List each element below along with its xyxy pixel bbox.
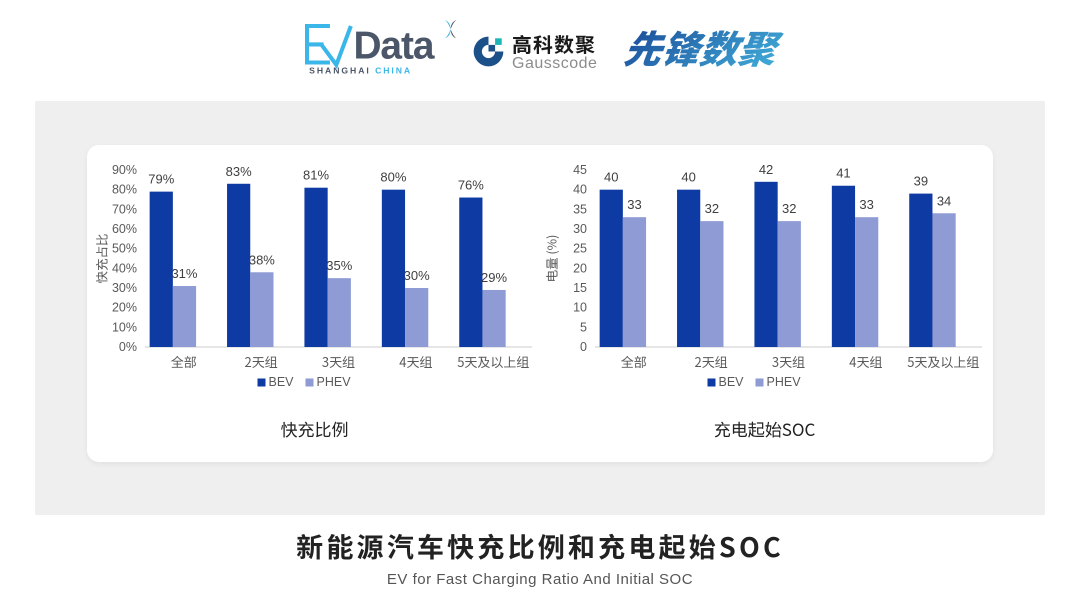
svg-text:76%: 76% (458, 178, 484, 193)
svg-text:31%: 31% (171, 266, 197, 281)
svg-text:83%: 83% (226, 164, 252, 179)
svg-text:30%: 30% (404, 268, 430, 283)
svg-text:32: 32 (705, 201, 719, 216)
svg-text:SHANGHAI CHINA: SHANGHAI CHINA (309, 66, 412, 76)
svg-text:50%: 50% (112, 242, 137, 256)
svg-text:BEV: BEV (269, 375, 295, 389)
svg-text:快充比例: 快充比例 (281, 416, 349, 441)
svg-text:40%: 40% (112, 261, 137, 275)
svg-text:15: 15 (573, 281, 587, 295)
svg-text:45: 45 (573, 163, 587, 177)
svg-text:0: 0 (580, 340, 587, 354)
svg-text:41: 41 (836, 166, 850, 181)
svg-text:先锋数聚: 先锋数聚 (621, 19, 786, 74)
svg-text:35%: 35% (326, 258, 352, 273)
svg-text:40: 40 (573, 183, 587, 197)
svg-text:81%: 81% (303, 168, 329, 183)
svg-text:25: 25 (573, 242, 587, 256)
svg-text:34: 34 (937, 193, 951, 208)
svg-text:20: 20 (573, 261, 587, 275)
svg-text:2天组: 2天组 (244, 352, 277, 371)
svg-text:80%: 80% (112, 183, 137, 197)
svg-text:2天组: 2天组 (694, 352, 727, 371)
svg-text:PHEV: PHEV (317, 375, 352, 389)
svg-text:79%: 79% (148, 172, 174, 187)
svg-text:10%: 10% (112, 320, 137, 334)
svg-text:0%: 0% (119, 340, 137, 354)
svg-text:70%: 70% (112, 202, 137, 216)
svg-text:PHEV: PHEV (767, 375, 802, 389)
svg-text:29%: 29% (481, 270, 507, 285)
svg-text:充电起始SOC: 充电起始SOC (714, 416, 816, 441)
svg-text:BEV: BEV (719, 375, 745, 389)
svg-text:5天及以上组: 5天及以上组 (457, 352, 529, 371)
svg-text:42: 42 (759, 162, 773, 177)
svg-text:33: 33 (627, 197, 641, 212)
svg-text:全部: 全部 (171, 352, 197, 371)
svg-text:30%: 30% (112, 281, 137, 295)
svg-text:90%: 90% (112, 163, 137, 177)
svg-text:Gausscode: Gausscode (512, 55, 597, 72)
svg-text:3天组: 3天组 (322, 352, 355, 371)
svg-text:3天组: 3天组 (772, 352, 805, 371)
svg-text:33: 33 (859, 197, 873, 212)
svg-text:60%: 60% (112, 222, 137, 236)
svg-text:5: 5 (580, 320, 587, 334)
svg-text:Data: Data (353, 24, 434, 67)
svg-text:全部: 全部 (621, 352, 647, 371)
svg-text:40: 40 (604, 170, 618, 185)
svg-text:38%: 38% (249, 252, 275, 267)
svg-text:39: 39 (914, 174, 928, 189)
svg-text:5天及以上组: 5天及以上组 (907, 352, 979, 371)
svg-text:电量 (%): 电量 (%) (541, 235, 560, 283)
svg-text:80%: 80% (380, 170, 406, 185)
svg-text:快充占比: 快充占比 (91, 233, 110, 283)
svg-text:高科数聚: 高科数聚 (512, 29, 596, 58)
svg-text:20%: 20% (112, 301, 137, 315)
svg-text:35: 35 (573, 202, 587, 216)
svg-text:30: 30 (573, 222, 587, 236)
svg-text:10: 10 (573, 301, 587, 315)
svg-text:32: 32 (782, 201, 796, 216)
svg-text:4天组: 4天组 (849, 352, 882, 371)
svg-text:4天组: 4天组 (399, 352, 432, 371)
svg-text:40: 40 (681, 170, 695, 185)
